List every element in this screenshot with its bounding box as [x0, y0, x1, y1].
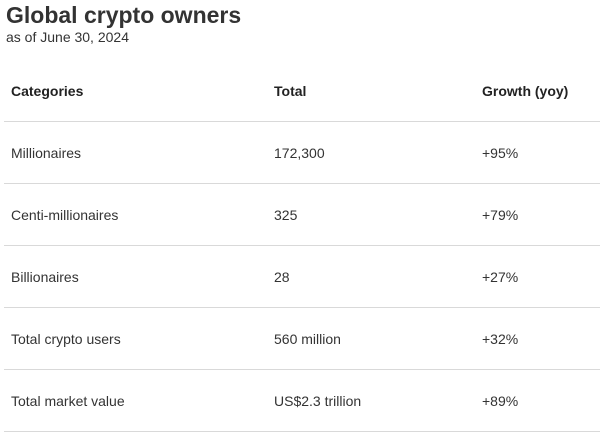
table-cell-growth: +89% [482, 392, 519, 409]
table-cell-category: Millionaires [11, 144, 82, 161]
table-cell-growth: +27% [482, 268, 519, 285]
column-header-categories: Categories [11, 82, 84, 99]
page-title: Global crypto owners [6, 2, 242, 28]
table-cell-total: 172,300 [274, 144, 325, 161]
table-header-row: Categories Total Growth (yoy) [4, 60, 600, 122]
table-cell-category: Centi-millionaires [11, 206, 119, 223]
table-cell-category: Total crypto users [11, 330, 121, 347]
column-header-total: Total [274, 82, 307, 99]
page-subtitle: as of June 30, 2024 [6, 29, 129, 45]
table-cell-total: 28 [274, 268, 290, 285]
table-row: Centi-millionaires 325 +79% [4, 184, 600, 246]
table-cell-growth: +79% [482, 206, 519, 223]
table-cell-total: US$2.3 trillion [274, 392, 362, 409]
table-row: Millionaires 172,300 +95% [4, 122, 600, 184]
table-cell-category: Total market value [11, 392, 125, 409]
table-row: Billionaires 28 +27% [4, 246, 600, 308]
column-header-growth: Growth (yoy) [482, 82, 569, 99]
table-cell-growth: +32% [482, 330, 519, 347]
table-cell-total: 325 [274, 206, 298, 223]
table-cell-category: Billionaires [11, 268, 79, 285]
table-row: Total market value US$2.3 trillion +89% [4, 370, 600, 432]
table-cell-growth: +95% [482, 144, 519, 161]
table-cell-total: 560 million [274, 330, 341, 347]
data-table: Categories Total Growth (yoy) Millionair… [4, 60, 600, 432]
table-row: Total crypto users 560 million +32% [4, 308, 600, 370]
